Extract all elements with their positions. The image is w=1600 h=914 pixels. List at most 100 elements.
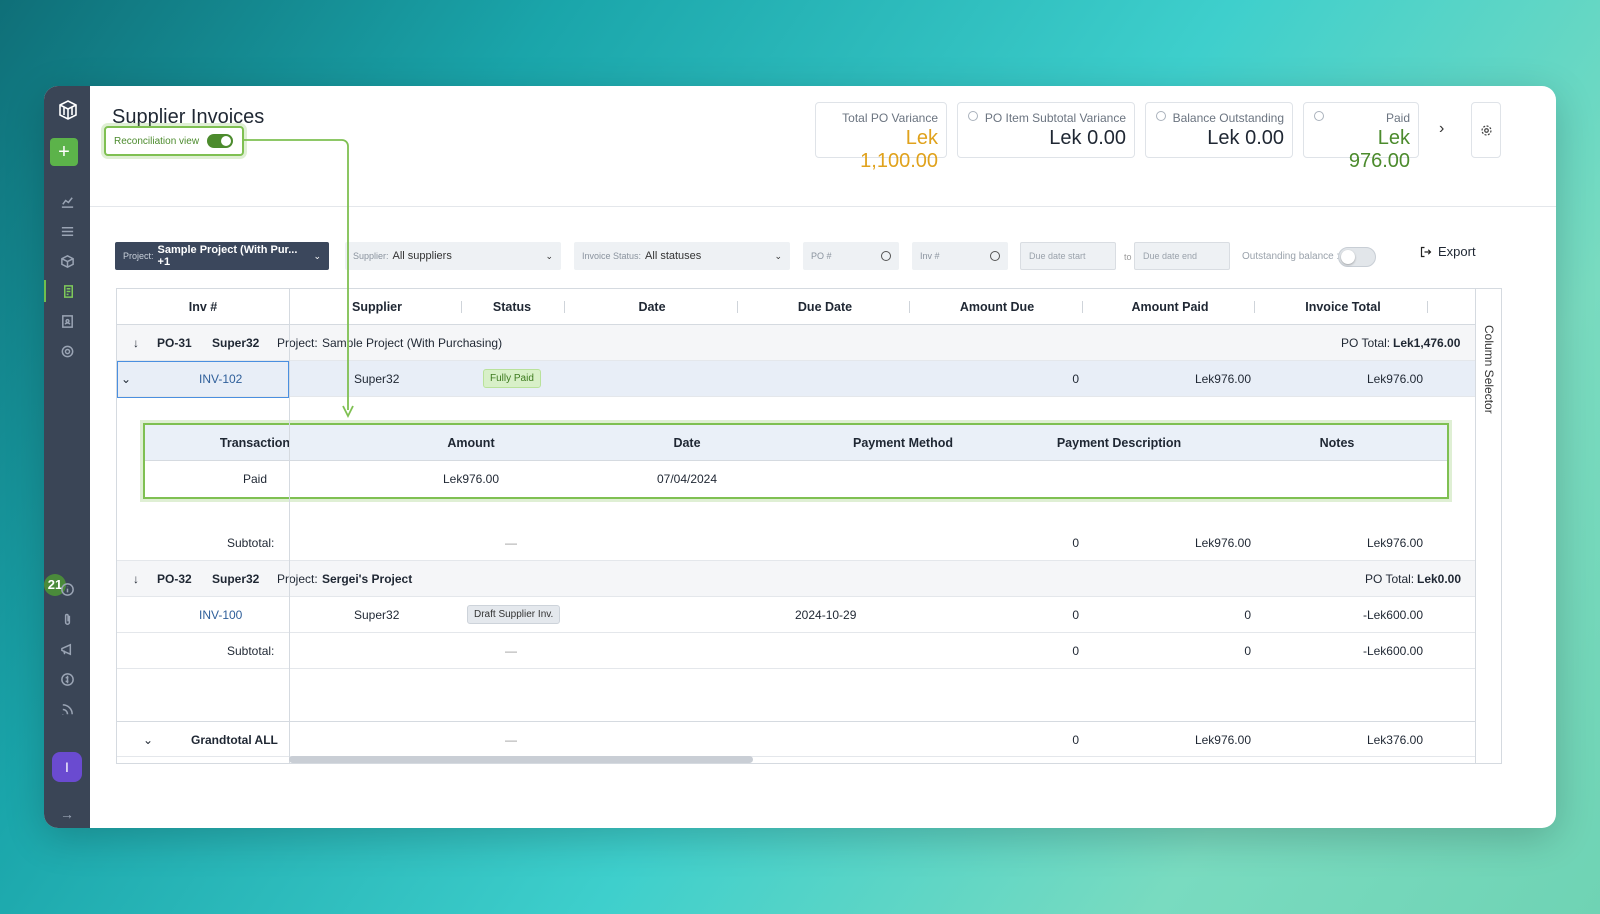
column-header[interactable]: Invoice Total	[1305, 299, 1381, 314]
column-header[interactable]: Amount Due	[959, 299, 1035, 314]
amount-paid-cell: Lek976.00	[1194, 733, 1251, 747]
table-row[interactable]: ⌄ INV-102 Super32 Fully Paid 0 Lek976.00…	[117, 361, 1475, 397]
settings-button[interactable]	[1471, 102, 1501, 158]
po-total-label: PO Total:	[1365, 572, 1415, 586]
amount-due-cell: 0	[1072, 372, 1079, 386]
due-date-start-input[interactable]: Due date start	[1020, 242, 1116, 270]
kpi-label: Balance Outstanding	[1172, 111, 1284, 125]
attachment-icon[interactable]	[44, 608, 90, 630]
amount-due-cell: 0	[1072, 733, 1079, 747]
invoice-icon[interactable]	[44, 280, 90, 302]
po-search-input[interactable]: PO #	[803, 242, 899, 270]
amount-paid-cell: 0	[1244, 644, 1251, 658]
menu-list-icon[interactable]	[44, 220, 90, 242]
column-header[interactable]: Inv #	[188, 299, 218, 314]
project-name: Sergei's Project	[322, 572, 413, 586]
kpi-label: Paid	[1385, 111, 1410, 125]
detail-column-header: Amount	[447, 436, 495, 450]
grandtotal-dash: —	[505, 733, 517, 747]
info-icon[interactable]	[968, 111, 978, 121]
kpi-value: Lek 1,100.00	[860, 127, 938, 172]
app-logo-icon[interactable]	[56, 98, 80, 122]
filter-value: Sample Project (With Pur... +1	[157, 244, 298, 268]
column-selector-panel[interactable]: Column Selector	[1475, 289, 1501, 763]
subtotal-row: Subtotal: — 0 Lek976.00 Lek976.00	[117, 525, 1475, 561]
add-button[interactable]: +	[50, 138, 78, 166]
outstanding-balance-label: Outstanding balance :	[1242, 251, 1340, 262]
currency-icon[interactable]	[44, 668, 90, 690]
kpi-label: PO Item Subtotal Variance	[984, 111, 1126, 125]
group-supplier: Super32	[212, 336, 260, 350]
notification-badge[interactable]: 21	[44, 574, 66, 596]
invoice-link[interactable]: INV-102	[199, 372, 243, 386]
chevron-down-icon[interactable]: ⌄	[121, 372, 132, 386]
column-header[interactable]: Date	[638, 299, 666, 314]
po-group-row[interactable]: ↓ PO-32 Super32 Project: Sergei's Projec…	[117, 561, 1475, 597]
column-selector-label: Column Selector	[1482, 325, 1496, 414]
amount-cell: Lek976.00	[442, 472, 500, 486]
kpi-value: Lek 976.00	[1348, 127, 1410, 172]
invoice-link[interactable]: INV-100	[199, 608, 243, 622]
invoice-total-cell: Lek376.00	[1366, 733, 1423, 747]
filter-prefix: Invoice Status:	[582, 251, 642, 261]
project-filter[interactable]: Project: Sample Project (With Pur... +1 …	[115, 242, 329, 270]
detail-column-header: Transaction	[219, 436, 291, 450]
supplier-cell: Super32	[354, 372, 400, 386]
export-button[interactable]: Export	[1420, 244, 1476, 259]
detail-header: Transaction Amount Date Payment Method P…	[145, 425, 1447, 461]
detail-column-header: Date	[673, 436, 701, 450]
filter-prefix: Supplier:	[353, 251, 389, 261]
export-label: Export	[1438, 244, 1476, 259]
po-group-row[interactable]: ↓ PO-31 Super32 Project: Sample Project …	[117, 325, 1475, 361]
column-header[interactable]: Due Date	[797, 299, 853, 314]
kpi-balance-outstanding: Balance Outstanding Lek 0.00	[1145, 102, 1293, 158]
po-total-value: Lek1,476.00	[1393, 336, 1461, 350]
reconciliation-view-toggle[interactable]: Reconciliation view	[104, 126, 244, 156]
rss-feed-icon[interactable]	[44, 698, 90, 720]
chevron-down-icon: ⌄	[545, 250, 553, 261]
detail-column-header: Payment Method	[852, 436, 953, 450]
due-date-end-input[interactable]: Due date end	[1134, 242, 1230, 270]
chevron-down-icon[interactable]: ⌄	[143, 733, 154, 747]
arrow-down-icon: ↓	[133, 336, 139, 350]
toggle-switch-on[interactable]	[207, 134, 234, 148]
column-header[interactable]: Status	[492, 299, 532, 314]
supplier-filter[interactable]: Supplier: All suppliers ⌄	[345, 242, 561, 270]
info-icon[interactable]	[1156, 111, 1166, 121]
subtotal-label: Subtotal:	[227, 536, 275, 550]
column-header[interactable]: Supplier	[351, 299, 402, 314]
kpi-value: Lek 0.00	[1049, 127, 1126, 149]
export-icon	[1420, 246, 1432, 257]
table-row[interactable]: INV-100 Super32 Draft Supplier Inv. 2024…	[117, 597, 1475, 633]
selected-cell-outline	[117, 361, 289, 398]
invoice-total-cell: -Lek600.00	[1362, 608, 1423, 622]
outstanding-balance-toggle[interactable]	[1338, 247, 1376, 267]
app-window: + 21 I → Supplier Invoices Reconciliatio…	[44, 86, 1556, 828]
settings-gear-icon[interactable]	[44, 340, 90, 362]
horizontal-scrollbar[interactable]	[289, 756, 753, 763]
input-placeholder: PO #	[811, 251, 832, 261]
gear-icon	[1480, 124, 1492, 136]
info-icon[interactable]	[44, 578, 90, 600]
analytics-icon[interactable]	[44, 190, 90, 212]
group-supplier: Super32	[212, 572, 260, 586]
transaction-detail-panel: Transaction Amount Date Payment Method P…	[143, 423, 1449, 499]
column-header[interactable]: Amount Paid	[1131, 299, 1209, 314]
user-avatar[interactable]: I	[52, 752, 82, 782]
invoice-status-filter[interactable]: Invoice Status: All statuses ⌄	[574, 242, 790, 270]
filter-value: All suppliers	[392, 250, 452, 262]
collapse-arrow-icon[interactable]: →	[60, 806, 74, 822]
kpi-total-po-variance: Total PO Variance Lek 1,100.00	[815, 102, 947, 172]
header-divider	[90, 206, 1556, 207]
contacts-icon[interactable]	[44, 310, 90, 332]
po-number: PO-32	[157, 572, 192, 586]
inv-search-input[interactable]: Inv #	[912, 242, 1008, 270]
megaphone-icon[interactable]	[44, 638, 90, 660]
chevron-right-icon[interactable]: ›	[1439, 120, 1445, 137]
status-badge: Fully Paid	[483, 369, 541, 388]
kpi-po-item-subtotal-variance: PO Item Subtotal Variance Lek 0.00	[957, 102, 1135, 158]
info-icon[interactable]	[1314, 111, 1324, 121]
amount-due-cell: 0	[1072, 536, 1079, 550]
box-icon[interactable]	[44, 250, 90, 272]
detail-row[interactable]: Paid Lek976.00 07/04/2024	[145, 461, 1447, 497]
